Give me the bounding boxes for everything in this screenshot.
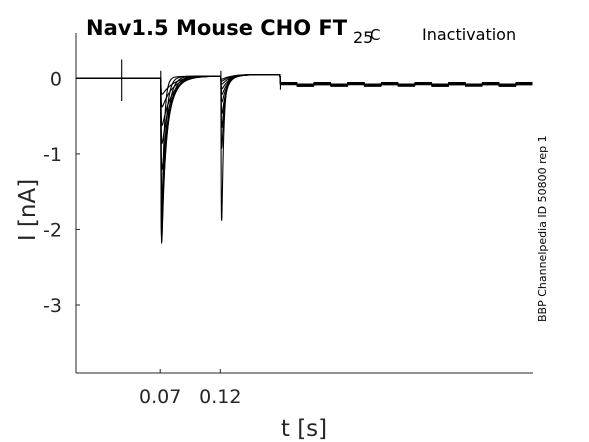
x-tick-label: 0.12: [199, 386, 241, 408]
y-tick-label: -2: [43, 219, 62, 241]
title-protocol: Inactivation: [422, 25, 516, 44]
current-trace: [76, 74, 533, 238]
x-tick-label: 0.07: [139, 386, 181, 408]
y-axis-label: I [nA]: [15, 179, 41, 241]
y-tick-label: -1: [43, 144, 62, 166]
current-trace: [76, 74, 533, 245]
current-trace: [76, 74, 533, 237]
current-trace: [76, 74, 533, 127]
current-trace: [76, 74, 533, 108]
y-axis-ticks: 0 -1 -2 -3: [43, 68, 80, 317]
current-trace: [76, 74, 533, 95]
x-axis-label: t [s]: [281, 416, 327, 442]
title-temperature: 25: [353, 28, 373, 47]
y-tick-label: -3: [43, 295, 62, 317]
chart-title: Nav1.5 Mouse CHO FT 25 C Inactivation: [86, 16, 516, 47]
title-main: Nav1.5 Mouse CHO FT: [86, 16, 348, 40]
y-tick-label: 0: [50, 68, 62, 90]
title-temperature-unit: C: [370, 26, 380, 44]
current-trace: [76, 74, 533, 195]
x-axis-ticks: 0.07 0.12: [139, 369, 241, 408]
current-trace: [76, 74, 533, 170]
current-traces: [76, 59, 533, 245]
current-trace: [76, 74, 533, 219]
side-annotation: BBP Channelpedia ID 50800 rep 1: [536, 135, 549, 322]
